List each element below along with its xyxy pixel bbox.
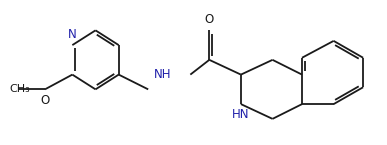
Text: HN: HN	[232, 108, 250, 121]
Text: O: O	[205, 13, 214, 26]
Text: O: O	[40, 94, 50, 107]
Text: N: N	[68, 28, 77, 41]
Text: CH₃: CH₃	[9, 84, 30, 94]
Text: NH: NH	[154, 68, 171, 81]
